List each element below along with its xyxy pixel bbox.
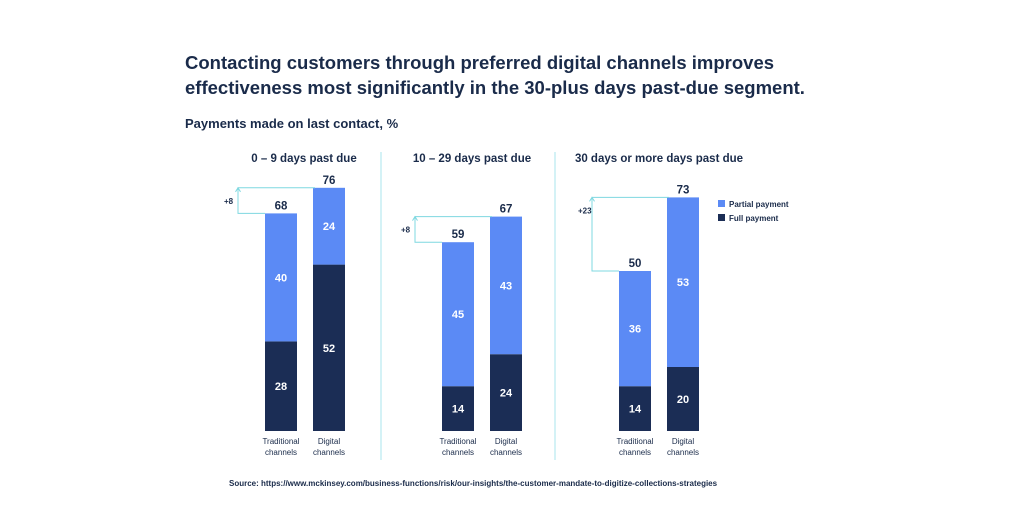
panel-3: 30 days or more days past due 14 36 50 Tradi… [575,153,743,457]
delta-bracket [591,196,669,272]
bar-full-payment [490,354,522,431]
category-label: channels [313,448,345,457]
data-label: 14 [452,404,465,416]
delta-arrowhead [235,186,241,193]
total-label: 68 [275,200,288,212]
source-note: Source: https://www.mckinsey.com/busines… [229,479,718,488]
data-label: 36 [629,324,641,336]
data-label: 40 [275,272,287,284]
legend: Partial payment Full payment [718,200,789,223]
category-label: Traditional [439,437,476,446]
data-label: 28 [275,381,287,393]
category-label: Digital [672,437,694,446]
delta-bracket [414,216,492,243]
data-label: 43 [500,280,512,292]
legend-label: Partial payment [729,200,789,209]
bar-partial-payment [265,213,297,342]
data-label: 24 [500,388,513,400]
category-label: Digital [318,437,340,446]
panel-title: 10 – 29 days past due [413,153,531,165]
delta-label: +8 [224,197,234,206]
panel-title: 0 – 9 days past due [251,153,356,165]
panel-1: 0 – 9 days past due 28 40 68 Traditional chan… [224,153,357,457]
category-label: Traditional [616,437,653,446]
legend-label: Full payment [729,214,779,223]
total-label: 59 [452,229,465,241]
category-label: channels [265,448,297,457]
data-label: 53 [677,277,689,289]
bar-partial-payment [490,216,522,355]
chart-title: Contacting customers through preferred d… [185,52,805,98]
data-label: 45 [452,309,464,321]
bar-full-payment [619,386,651,431]
category-label: channels [667,448,699,457]
bar-full-payment [313,264,345,431]
total-label: 76 [323,175,336,187]
data-label: 14 [629,404,642,416]
delta-label: +23 [578,206,592,215]
bar-full-payment [667,367,699,431]
category-label: channels [442,448,474,457]
panel-2: 10 – 29 days past due 14 45 59 Traditional ch… [401,153,531,457]
data-label: 24 [323,221,336,233]
bar-partial-payment [619,271,651,387]
panel-title: 30 days or more days past due [575,153,743,165]
data-label: 52 [323,343,335,355]
category-label: Digital [495,437,517,446]
total-label: 67 [500,204,513,216]
category-label: Traditional [262,437,299,446]
delta-arrowhead [589,196,595,202]
bar-partial-payment [667,197,699,367]
category-label: channels [490,448,522,457]
bar-full-payment [265,341,297,431]
total-label: 73 [677,184,690,196]
category-label: channels [619,448,651,457]
delta-label: +8 [401,226,411,235]
data-label: 20 [677,394,689,406]
delta-arrowhead [412,215,418,221]
chart-subtitle: Payments made on last contact, % [185,116,399,131]
delta-bracket [237,187,315,214]
total-label: 50 [629,258,642,270]
bar-full-payment [442,386,474,431]
legend-swatch [718,214,725,221]
bar-partial-payment [442,242,474,387]
bar-partial-payment [313,187,345,265]
legend-swatch [718,200,725,207]
